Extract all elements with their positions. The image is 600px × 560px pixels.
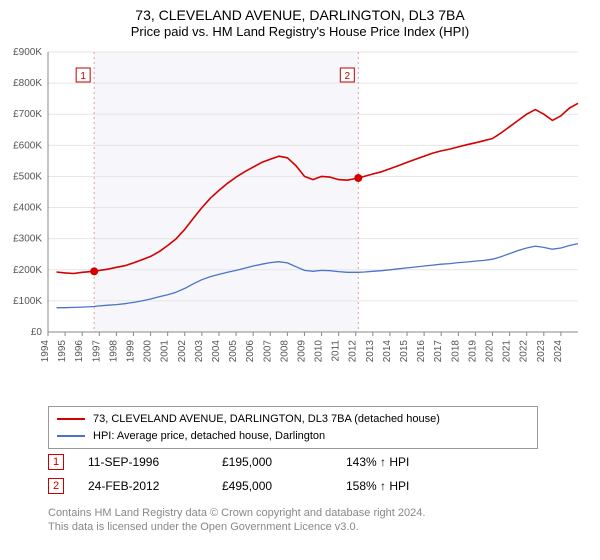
svg-text:1998: 1998 — [108, 340, 119, 363]
svg-text:1995: 1995 — [57, 340, 68, 363]
legend-row: HPI: Average price, detached house, Darl… — [57, 428, 529, 445]
svg-text:1999: 1999 — [125, 340, 136, 363]
svg-text:2013: 2013 — [365, 340, 376, 363]
svg-text:£0: £0 — [31, 327, 43, 338]
svg-text:£500K: £500K — [13, 171, 42, 182]
svg-text:£200K: £200K — [13, 265, 42, 276]
sale-date: 11-SEP-1996 — [88, 455, 198, 469]
svg-text:2002: 2002 — [177, 340, 188, 363]
svg-text:2020: 2020 — [485, 340, 496, 363]
svg-text:2001: 2001 — [160, 340, 171, 363]
svg-text:1997: 1997 — [91, 340, 102, 363]
sale-hpi: 158% ↑ HPI — [346, 479, 466, 493]
svg-text:2000: 2000 — [143, 340, 154, 363]
svg-text:2: 2 — [345, 71, 351, 82]
line-chart: £0£100K£200K£300K£400K£500K£600K£700K£80… — [48, 48, 588, 378]
svg-text:2014: 2014 — [382, 340, 393, 363]
svg-text:£600K: £600K — [13, 140, 42, 151]
svg-text:2018: 2018 — [450, 340, 461, 363]
legend-swatch-series-2 — [57, 435, 85, 437]
legend-row: 73, CLEVELAND AVENUE, DARLINGTON, DL3 7B… — [57, 411, 529, 428]
chart-subtitle: Price paid vs. HM Land Registry's House … — [0, 24, 600, 41]
sale-date: 24-FEB-2012 — [88, 479, 198, 493]
legend-label: HPI: Average price, detached house, Darl… — [93, 428, 325, 445]
svg-text:2022: 2022 — [519, 340, 530, 363]
svg-text:2003: 2003 — [194, 340, 205, 363]
svg-text:2007: 2007 — [262, 340, 273, 363]
svg-text:£100K: £100K — [13, 296, 42, 307]
svg-text:2016: 2016 — [416, 340, 427, 363]
svg-text:£800K: £800K — [13, 78, 42, 89]
footnote: Contains HM Land Registry data © Crown c… — [48, 506, 425, 535]
sale-hpi: 143% ↑ HPI — [346, 455, 466, 469]
svg-text:2010: 2010 — [314, 340, 325, 363]
svg-text:2004: 2004 — [211, 340, 222, 363]
sale-marker-1-icon: 1 — [48, 454, 64, 470]
svg-text:2021: 2021 — [502, 340, 513, 363]
legend-label: 73, CLEVELAND AVENUE, DARLINGTON, DL3 7B… — [93, 411, 440, 428]
svg-text:£700K: £700K — [13, 109, 42, 120]
svg-text:£900K: £900K — [13, 47, 42, 58]
chart-title-block: 73, CLEVELAND AVENUE, DARLINGTON, DL3 7B… — [0, 0, 600, 41]
sales-table: 1 11-SEP-1996 £195,000 143% ↑ HPI 2 24-F… — [48, 450, 568, 498]
footnote-line: Contains HM Land Registry data © Crown c… — [48, 506, 425, 520]
svg-text:2017: 2017 — [433, 340, 444, 363]
svg-text:2019: 2019 — [467, 340, 478, 363]
svg-text:1994: 1994 — [40, 340, 51, 363]
svg-text:£400K: £400K — [13, 203, 42, 214]
svg-text:1996: 1996 — [74, 340, 85, 363]
svg-text:2008: 2008 — [279, 340, 290, 363]
svg-text:2009: 2009 — [296, 340, 307, 363]
sale-marker-2-icon: 2 — [48, 478, 64, 494]
legend: 73, CLEVELAND AVENUE, DARLINGTON, DL3 7B… — [48, 406, 538, 449]
svg-text:2023: 2023 — [536, 340, 547, 363]
sale-price: £195,000 — [222, 455, 322, 469]
table-row: 1 11-SEP-1996 £195,000 143% ↑ HPI — [48, 450, 568, 474]
svg-text:2006: 2006 — [245, 340, 256, 363]
svg-text:2005: 2005 — [228, 340, 239, 363]
svg-text:2024: 2024 — [553, 340, 564, 363]
legend-swatch-series-1 — [57, 418, 85, 420]
svg-text:2011: 2011 — [331, 340, 342, 362]
sale-price: £495,000 — [222, 479, 322, 493]
svg-text:2015: 2015 — [399, 340, 410, 363]
svg-text:2012: 2012 — [348, 340, 359, 363]
chart-title: 73, CLEVELAND AVENUE, DARLINGTON, DL3 7B… — [0, 6, 600, 24]
svg-text:1: 1 — [80, 71, 86, 82]
footnote-line: This data is licensed under the Open Gov… — [48, 520, 425, 534]
svg-text:£300K: £300K — [13, 234, 42, 245]
table-row: 2 24-FEB-2012 £495,000 158% ↑ HPI — [48, 474, 568, 498]
